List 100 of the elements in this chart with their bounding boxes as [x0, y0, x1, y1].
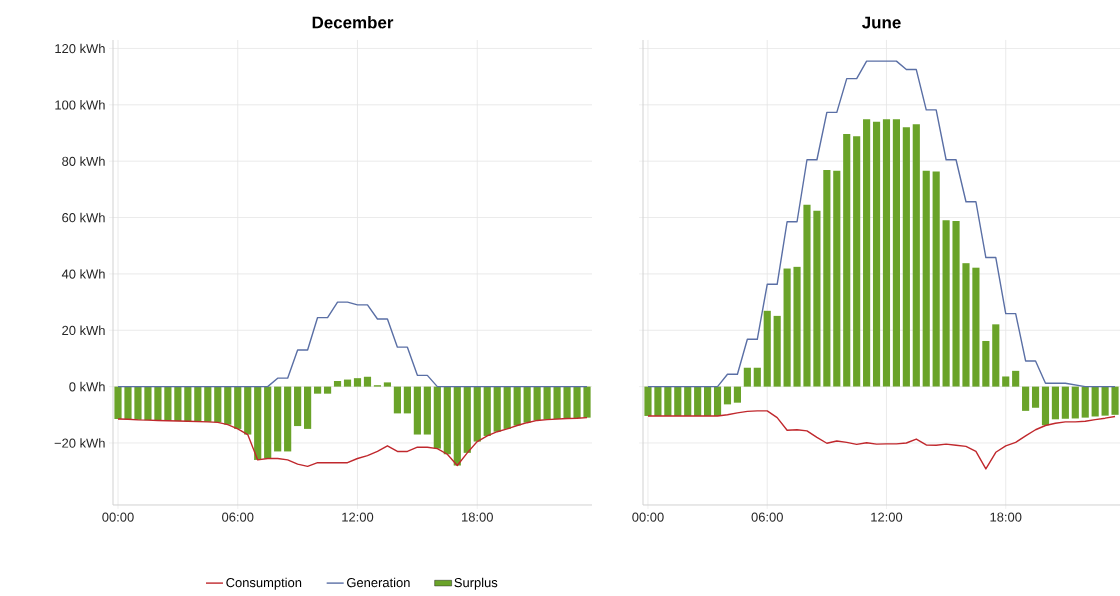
- bar: [533, 386, 541, 421]
- y-tick-label: 80 kWh: [62, 156, 105, 166]
- bar: [1061, 386, 1069, 419]
- bar: [363, 376, 372, 387]
- bar: [383, 382, 392, 387]
- x-tick-label: 12:00: [871, 512, 903, 522]
- y-tick-label: 0 kWh: [69, 381, 105, 392]
- bar: [323, 386, 332, 394]
- bar: [962, 263, 970, 387]
- bar: [563, 386, 571, 419]
- x-tick-label: 18:00: [990, 512, 1022, 522]
- bar: [753, 367, 761, 387]
- bar: [353, 378, 362, 387]
- bar: [912, 124, 920, 387]
- bar: [503, 386, 511, 429]
- y-tick-label: 120 kWh: [55, 43, 105, 54]
- legend-label: Consumption: [226, 577, 302, 590]
- bar: [674, 386, 682, 416]
- bar: [204, 386, 212, 422]
- bar: [723, 386, 732, 405]
- bar: [433, 386, 441, 449]
- y-tick-label: −20 kWh: [54, 438, 105, 448]
- bar: [773, 315, 781, 387]
- bar: [843, 134, 851, 387]
- bar: [704, 386, 712, 416]
- bar: [783, 268, 791, 387]
- bar: [513, 386, 521, 426]
- bar: [1111, 386, 1119, 415]
- bar: [733, 386, 741, 403]
- bar: [644, 386, 652, 416]
- bar: [443, 386, 451, 455]
- bar: [1031, 386, 1040, 408]
- bar: [694, 386, 702, 416]
- bar: [144, 386, 152, 421]
- bar: [1071, 386, 1079, 419]
- bar: [214, 386, 222, 423]
- bar: [463, 386, 471, 453]
- bar: [1091, 386, 1099, 417]
- bar: [573, 386, 581, 419]
- bar: [393, 386, 402, 414]
- bar: [763, 310, 771, 387]
- bar: [423, 386, 431, 435]
- bar: [403, 386, 411, 414]
- bar: [1041, 386, 1050, 426]
- chart-title: June: [862, 16, 901, 29]
- bar: [264, 386, 272, 459]
- bar: [234, 386, 242, 429]
- bar: [713, 386, 722, 416]
- y-tick-label: 40 kWh: [61, 269, 105, 279]
- bar: [134, 386, 142, 420]
- bar: [284, 386, 292, 452]
- chart-title: December: [312, 16, 394, 29]
- bar: [972, 267, 980, 387]
- bar: [413, 386, 421, 435]
- bar: [124, 386, 132, 420]
- bar: [882, 119, 891, 387]
- bar: [872, 121, 881, 387]
- bar: [833, 170, 841, 387]
- bar: [1101, 386, 1109, 416]
- bar: [164, 386, 172, 421]
- legend-label: Surplus: [454, 577, 498, 590]
- bar: [952, 220, 960, 387]
- bar: [333, 380, 342, 387]
- x-tick-label: 06:00: [751, 512, 783, 522]
- bar: [583, 386, 591, 418]
- bar: [304, 386, 312, 429]
- bar: [523, 386, 531, 423]
- bar: [892, 119, 900, 387]
- bar: [483, 386, 491, 436]
- bar: [1012, 370, 1020, 387]
- bar: [274, 386, 282, 452]
- bar: [294, 386, 302, 427]
- bar: [813, 210, 821, 387]
- bar: [932, 171, 940, 387]
- y-tick-label: 20 kWh: [62, 325, 105, 336]
- bar: [793, 266, 801, 387]
- bar: [922, 170, 930, 387]
- bar: [254, 386, 262, 460]
- bar: [992, 324, 1000, 387]
- bar: [553, 386, 561, 420]
- x-tick-label: 00:00: [632, 512, 664, 522]
- bar: [194, 386, 202, 422]
- bar: [174, 386, 182, 421]
- x-tick-label: 00:00: [102, 512, 134, 522]
- bar: [942, 220, 950, 387]
- bar: [184, 386, 192, 422]
- bar: [853, 136, 861, 387]
- bar: [1022, 386, 1030, 411]
- y-tick-label: 100 kWh: [55, 100, 105, 110]
- x-tick-label: 06:00: [222, 512, 254, 522]
- y-tick-label: 60 kWh: [62, 212, 105, 223]
- bar: [543, 386, 551, 420]
- bar: [1002, 376, 1010, 387]
- bar: [654, 386, 662, 416]
- bar: [684, 386, 692, 416]
- bar: [743, 367, 751, 387]
- bar: [224, 386, 232, 425]
- x-tick-label: 18:00: [462, 512, 493, 522]
- bar: [343, 379, 352, 387]
- bar: [313, 386, 322, 394]
